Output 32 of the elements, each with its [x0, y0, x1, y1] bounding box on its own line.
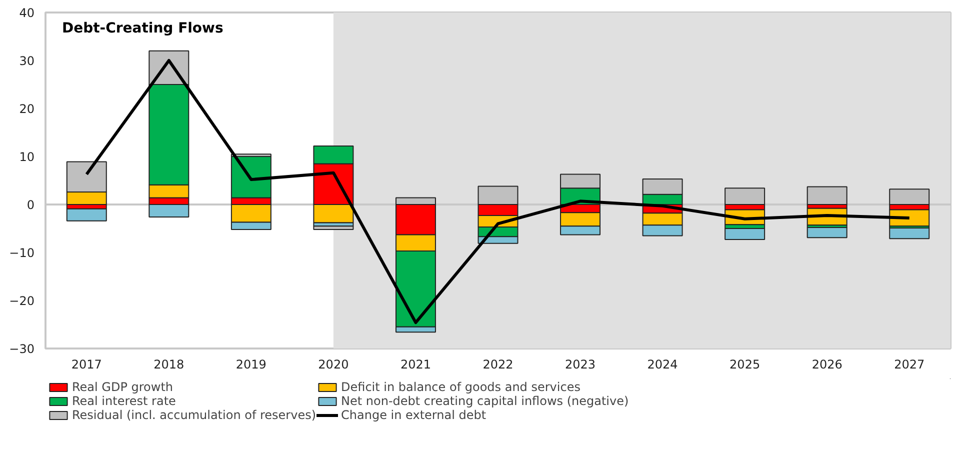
- x-tick-label: 2026: [812, 358, 842, 372]
- bar: [889, 228, 930, 240]
- x-tick-label: 2020: [318, 358, 349, 372]
- legend-label: Deficit in balance of goods and services: [341, 380, 580, 394]
- x-tick-label: 2024: [647, 358, 678, 372]
- y-tick-label: 0: [26, 198, 35, 212]
- y-tick-label: 10: [19, 150, 35, 164]
- y-tick-label: −10: [9, 246, 35, 260]
- legend-label: Residual (incl. accumulation of reserves): [72, 408, 316, 422]
- x-tick-label: 2019: [236, 358, 266, 372]
- x-tick-label: 2027: [894, 358, 925, 372]
- line-series: [85, 59, 911, 324]
- x-tick-label: 2022: [482, 358, 514, 372]
- bar: [313, 226, 354, 230]
- legend-label: Real GDP growth: [72, 380, 174, 394]
- bar: [806, 227, 848, 238]
- x-tick-label: 2025: [730, 358, 760, 372]
- y-tick-label: 20: [19, 102, 35, 116]
- bar: [66, 208, 107, 222]
- y-tick-label: 40: [19, 6, 35, 20]
- y-tick-label: −20: [9, 294, 35, 308]
- y-tick-label: 30: [19, 54, 35, 68]
- x-tick-label: 2021: [400, 358, 432, 372]
- x-tick-label: 2017: [71, 358, 102, 372]
- legend-label: Net non-debt creating capital inflows (negative): [341, 394, 629, 408]
- y-tick-label: −30: [9, 342, 35, 356]
- legend-label: Change in external debt: [341, 408, 486, 422]
- text: Debt-Creating Flows: [62, 20, 224, 36]
- legend-label: Real interest rate: [72, 394, 176, 408]
- bar: [724, 228, 766, 240]
- x-tick-label: 2018: [154, 358, 184, 372]
- x-tick-label: 2023: [565, 358, 596, 372]
